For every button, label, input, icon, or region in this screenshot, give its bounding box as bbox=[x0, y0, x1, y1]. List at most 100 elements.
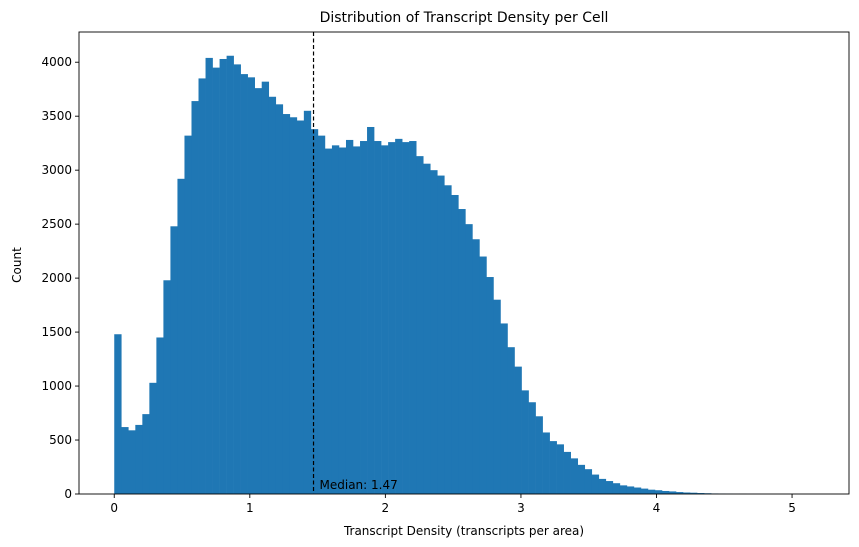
histogram-bar bbox=[465, 224, 473, 494]
histogram-bar bbox=[128, 430, 136, 494]
x-tick-label: 1 bbox=[246, 501, 254, 515]
histogram-bar bbox=[331, 145, 340, 494]
histogram-bar bbox=[268, 96, 277, 494]
histogram-bar bbox=[163, 280, 171, 494]
histogram-bar bbox=[303, 110, 312, 494]
x-tick-label: 4 bbox=[653, 501, 661, 515]
histogram-bar bbox=[402, 142, 410, 495]
histogram-bar bbox=[647, 489, 656, 494]
histogram-bar bbox=[275, 104, 284, 494]
histogram-bar bbox=[142, 414, 150, 494]
histogram-bar bbox=[324, 148, 333, 494]
y-tick-label: 500 bbox=[49, 433, 72, 447]
histogram-bar bbox=[528, 402, 536, 494]
histogram-bar bbox=[353, 146, 361, 494]
y-tick-label: 1000 bbox=[41, 379, 72, 393]
histogram-bar bbox=[310, 129, 319, 494]
y-tick-label: 2500 bbox=[41, 217, 72, 231]
histogram-bar bbox=[451, 194, 459, 494]
histogram-bar bbox=[247, 77, 255, 494]
histogram-bar bbox=[500, 323, 508, 494]
histogram-bar bbox=[683, 492, 691, 494]
histogram-bar bbox=[121, 427, 129, 494]
histogram-bar bbox=[114, 334, 122, 494]
histogram-bar bbox=[437, 175, 445, 494]
histogram-bar bbox=[423, 163, 431, 494]
histogram-bar bbox=[212, 67, 220, 495]
x-tick-label: 2 bbox=[382, 501, 390, 515]
histogram-bar bbox=[458, 209, 466, 495]
histogram-bar bbox=[191, 101, 199, 495]
histogram-bar bbox=[472, 239, 480, 494]
median-annotation: Median: 1.47 bbox=[320, 478, 398, 492]
histogram-bar bbox=[479, 256, 487, 494]
histogram-bar bbox=[549, 441, 557, 494]
histogram-bar bbox=[184, 135, 192, 495]
histogram-bar bbox=[570, 458, 579, 494]
histogram-bar bbox=[598, 478, 607, 494]
histogram-bar bbox=[430, 170, 438, 495]
histogram-bar bbox=[668, 491, 677, 494]
histogram-bar bbox=[514, 366, 522, 494]
histogram-bar bbox=[661, 490, 670, 494]
y-tick-label: 3500 bbox=[41, 109, 72, 123]
plot-frame bbox=[78, 31, 850, 495]
histogram-bar bbox=[676, 492, 684, 494]
histogram-bar bbox=[619, 485, 628, 494]
histogram-bar bbox=[633, 487, 642, 494]
y-tick-label: 4000 bbox=[41, 55, 72, 69]
histogram-bar bbox=[563, 451, 571, 494]
histogram-bar bbox=[535, 416, 543, 494]
histogram-bar bbox=[240, 74, 248, 494]
histogram-bar bbox=[345, 139, 354, 495]
histogram-bar bbox=[612, 483, 621, 494]
histogram-bar bbox=[697, 493, 705, 494]
y-tick-label: 2000 bbox=[41, 271, 72, 285]
histogram-bar bbox=[367, 126, 375, 494]
histogram-bar bbox=[640, 488, 649, 494]
x-axis-label: Transcript Density (transcripts per area… bbox=[343, 524, 584, 538]
histogram-bar bbox=[416, 156, 424, 495]
y-tick-label: 1500 bbox=[41, 325, 72, 339]
histogram-bar bbox=[360, 141, 368, 494]
histogram-bar bbox=[486, 277, 494, 494]
histogram-bar bbox=[542, 432, 550, 494]
histogram-bar bbox=[690, 492, 698, 494]
histogram-bar bbox=[177, 178, 185, 494]
x-tick-label: 0 bbox=[110, 501, 118, 515]
histogram-bar bbox=[584, 469, 593, 494]
histogram-bar bbox=[317, 135, 326, 495]
histogram-bar bbox=[261, 81, 270, 494]
histogram-bar bbox=[409, 141, 417, 494]
histogram-bar bbox=[626, 486, 635, 494]
histogram-bar bbox=[374, 141, 382, 494]
histogram-bar bbox=[149, 382, 157, 494]
histogram-bar bbox=[507, 347, 515, 494]
x-tick-label: 5 bbox=[788, 501, 796, 515]
x-axis: 0 1 2 3 4 5 bbox=[110, 494, 796, 515]
histogram-bar bbox=[254, 88, 263, 494]
histogram-bar bbox=[654, 490, 663, 494]
y-tick-label: 0 bbox=[64, 487, 72, 501]
histogram-bar bbox=[395, 138, 403, 494]
histogram-bar bbox=[556, 444, 564, 494]
histogram-bar bbox=[605, 481, 614, 494]
histogram-bar bbox=[170, 226, 178, 494]
histogram-bar bbox=[388, 142, 396, 495]
histogram-bar bbox=[219, 58, 227, 494]
histogram-bar bbox=[381, 145, 389, 494]
y-tick-label: 3000 bbox=[41, 163, 72, 177]
x-tick-label: 3 bbox=[517, 501, 525, 515]
histogram-bar bbox=[135, 424, 143, 494]
histogram-bar bbox=[198, 78, 206, 494]
y-axis-label: Count bbox=[10, 247, 24, 283]
histogram-bar bbox=[289, 117, 298, 495]
histogram-bar bbox=[577, 464, 586, 494]
plot-area: Median: 1.47 bbox=[78, 31, 850, 495]
histogram-bar bbox=[156, 337, 164, 494]
histogram-bar bbox=[521, 390, 529, 494]
chart-title: Distribution of Transcript Density per C… bbox=[320, 10, 609, 26]
histogram-bar bbox=[493, 299, 501, 494]
histogram-bar bbox=[226, 55, 234, 494]
